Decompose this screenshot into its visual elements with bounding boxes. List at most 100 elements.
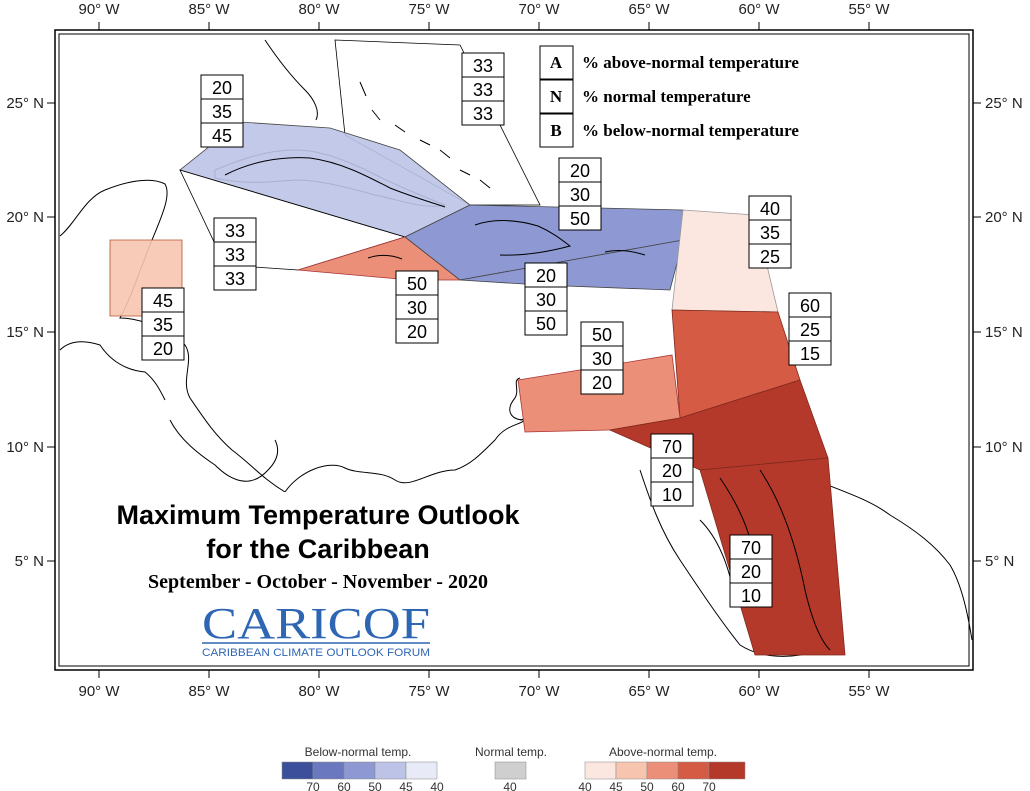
probability-boxes: 33 33 33 20 35 45 33 33 33 45 35 20	[141, 52, 832, 608]
prob-above: 20	[212, 78, 232, 98]
probability-key: A N B % above-normal temperature % norma…	[539, 45, 799, 148]
swatch-above-70	[708, 761, 746, 780]
lat-label: 20° N	[6, 209, 44, 226]
lon-label: 75° W	[408, 683, 450, 700]
lon-label: 85° W	[188, 1, 230, 18]
lat-label: 25° N	[6, 95, 44, 112]
prob-below: 20	[407, 322, 427, 342]
tick-above-45: 45	[609, 780, 623, 791]
tick-above-60: 60	[671, 780, 685, 791]
colorbar-above-title: Above-normal temp.	[609, 745, 717, 759]
lon-label: 60° W	[738, 1, 780, 18]
prob-normal: 25	[800, 320, 820, 340]
prob-below: 50	[536, 314, 556, 334]
lat-label: 10° N	[6, 439, 44, 456]
prob-box-cuba: 20 35 45	[200, 74, 244, 148]
tick-normal-40: 40	[503, 780, 517, 791]
key-letter-normal: N	[550, 87, 563, 106]
prob-above: 33	[473, 56, 493, 76]
prob-box-abc: 50 30 20	[580, 321, 624, 395]
map-subtitle: September - October - November - 2020	[148, 571, 488, 593]
key-text-above: % above-normal temperature	[582, 53, 799, 72]
lon-label: 80° W	[298, 1, 340, 18]
swatch-below-50	[343, 761, 376, 780]
colorbar-normal-title: Normal temp.	[475, 745, 547, 759]
lon-label: 85° W	[188, 683, 230, 700]
prob-above: 60	[800, 296, 820, 316]
key-letter-below: B	[550, 121, 561, 140]
lon-label: 80° W	[298, 683, 340, 700]
region-bahamas	[334, 39, 541, 206]
lon-label: 70° W	[518, 1, 560, 18]
tick-below-45: 45	[399, 780, 413, 791]
prob-box-belize: 45 35 20	[141, 287, 185, 361]
prob-normal: 33	[473, 80, 493, 100]
tick-above-70: 70	[702, 780, 716, 791]
prob-above: 70	[741, 538, 761, 558]
swatch-normal-40	[494, 761, 527, 780]
prob-below: 50	[570, 209, 590, 229]
lat-label: 10° N	[985, 439, 1023, 456]
lat-label: 15° N	[985, 324, 1023, 341]
title-block: Maximum Temperature Outlook for the Cari…	[62, 492, 562, 664]
prob-below: 15	[800, 344, 820, 364]
prob-above: 20	[570, 161, 590, 181]
lon-label: 90° W	[78, 683, 120, 700]
bottom-longitude-labels: 90° W 85° W 80° W 75° W 70° W 65° W 60° …	[78, 683, 890, 700]
tick-above-50: 50	[640, 780, 654, 791]
lon-label: 55° W	[848, 683, 890, 700]
map-inner-frame	[58, 33, 970, 667]
tick-marks	[47, 22, 981, 678]
prob-below: 33	[473, 104, 493, 124]
prob-above: 70	[662, 437, 682, 457]
prob-below: 33	[225, 269, 245, 289]
prob-above: 33	[225, 221, 245, 241]
lon-label: 75° W	[408, 1, 450, 18]
key-text-below: % below-normal temperature	[582, 121, 799, 140]
prob-normal: 30	[407, 298, 427, 318]
prob-normal: 35	[212, 102, 232, 122]
right-latitude-labels: 25° N 20° N 15° N 10° N 5° N	[985, 95, 1023, 570]
logo-wordmark: CARICOF	[202, 599, 430, 648]
prob-above: 50	[592, 325, 612, 345]
lat-label: 25° N	[985, 95, 1023, 112]
lon-label: 65° W	[628, 1, 670, 18]
prob-normal: 20	[662, 461, 682, 481]
swatch-above-40	[584, 761, 617, 780]
prob-above: 50	[407, 274, 427, 294]
map-title: Maximum Temperature Outlook	[116, 500, 520, 530]
tick-above-40: 40	[578, 780, 592, 791]
prob-below: 10	[741, 586, 761, 606]
key-letter-above: A	[550, 53, 563, 72]
prob-above: 45	[153, 291, 173, 311]
prob-below: 45	[212, 126, 232, 146]
lon-label: 90° W	[78, 1, 120, 18]
prob-box-windward: 60 25 15	[788, 292, 832, 366]
prob-normal: 33	[225, 245, 245, 265]
prob-box-hispaniola-north: 20 30 50	[558, 157, 602, 231]
left-latitude-labels: 25° N 20° N 15° N 10° N 5° N	[6, 95, 44, 570]
swatch-above-60	[677, 761, 710, 780]
swatch-below-40	[405, 761, 438, 780]
prob-box-leeward: 40 35 25	[748, 195, 792, 269]
prob-normal: 30	[536, 290, 556, 310]
map-title-line2: for the Caribbean	[206, 534, 430, 564]
colorbar: Below-normal temp. Normal temp. Above-no…	[281, 745, 746, 791]
swatch-above-45	[615, 761, 648, 780]
prob-below: 20	[592, 373, 612, 393]
tick-below-60: 60	[337, 780, 351, 791]
swatch-below-45	[374, 761, 407, 780]
key-text-normal: % normal temperature	[582, 87, 751, 106]
tick-below-70: 70	[306, 780, 320, 791]
prob-normal: 20	[741, 562, 761, 582]
lat-label: 5° N	[15, 553, 44, 570]
swatch-below-60	[312, 761, 345, 780]
prob-below: 10	[662, 485, 682, 505]
prob-box-trinidad: 70 20 10	[650, 433, 694, 507]
prob-normal: 30	[570, 185, 590, 205]
lon-label: 55° W	[848, 1, 890, 18]
prob-above: 40	[760, 199, 780, 219]
swatch-below-70	[281, 761, 314, 780]
lon-label: 70° W	[518, 683, 560, 700]
